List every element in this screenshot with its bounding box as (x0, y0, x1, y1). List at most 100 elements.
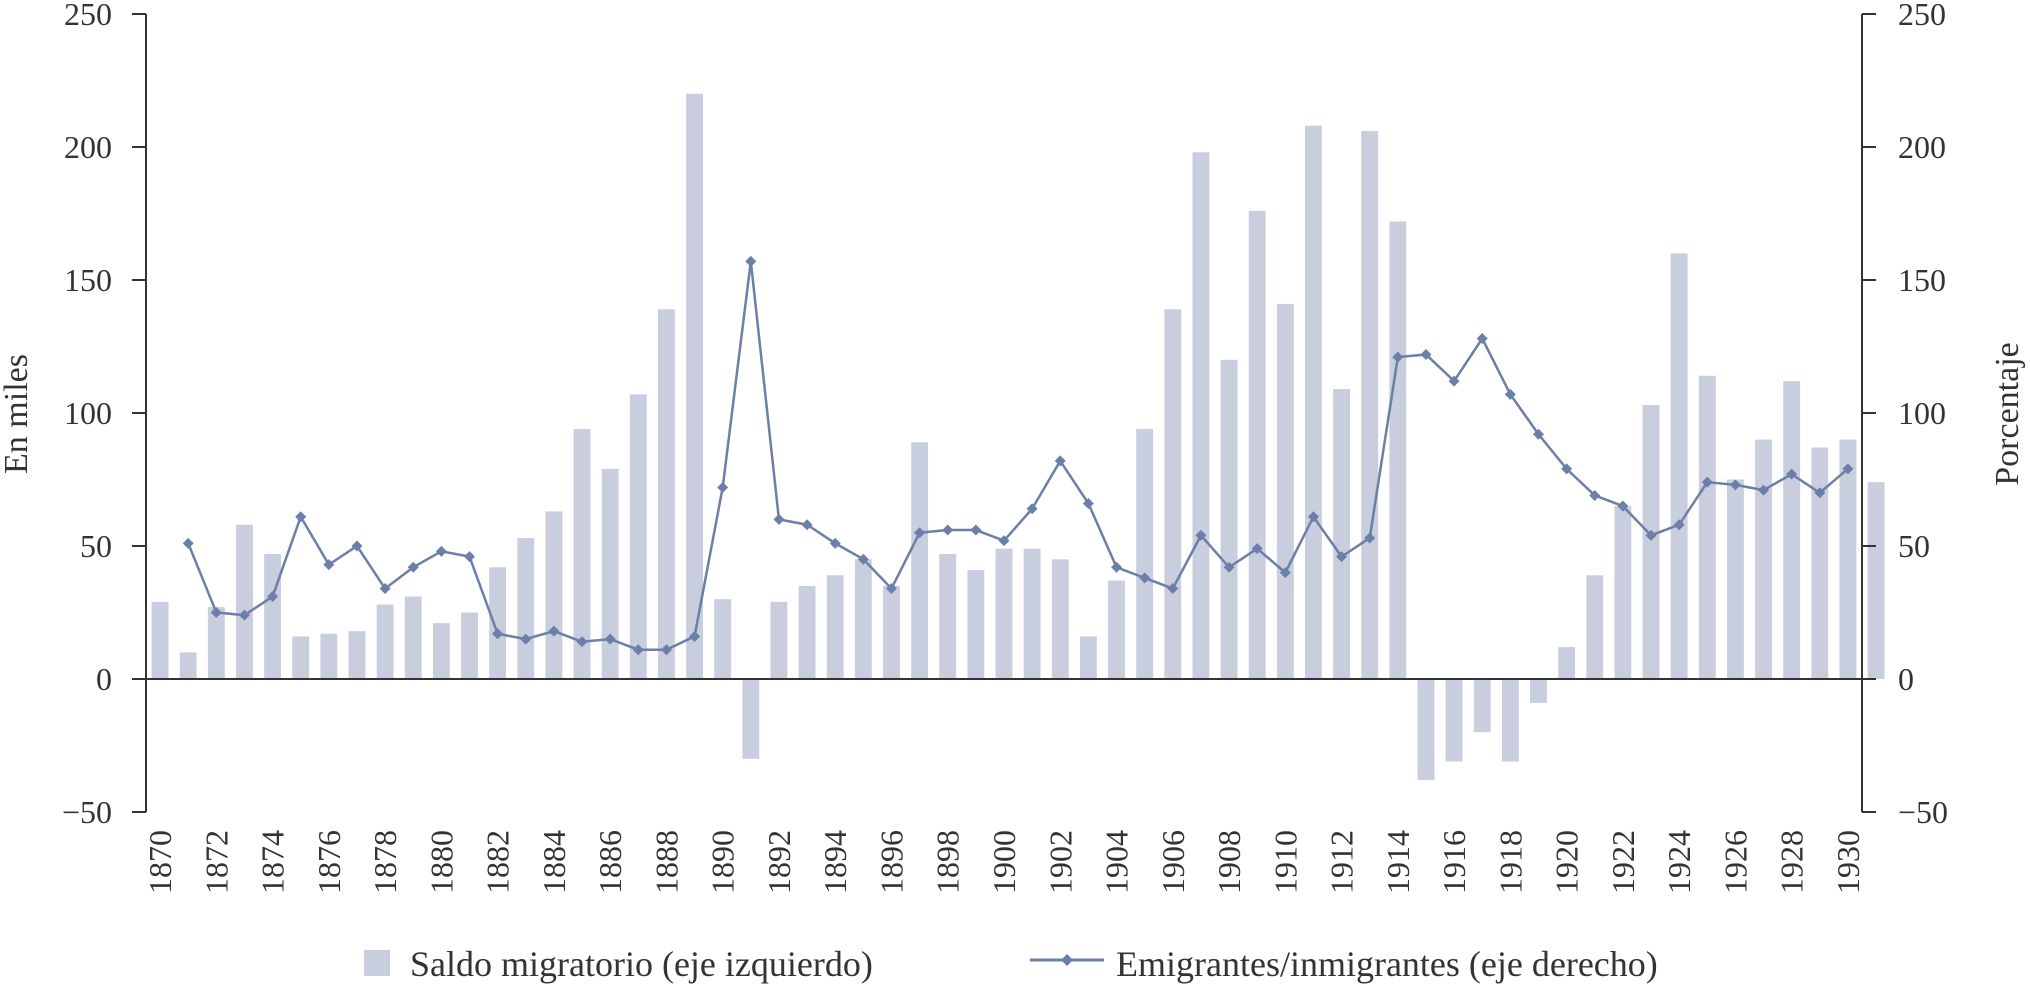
x-tick-label: 1872 (198, 830, 234, 894)
right-axis-tick-label: 100 (1898, 395, 1946, 431)
point-1872 (210, 607, 222, 618)
point-1893 (801, 519, 813, 531)
x-tick-label: 1874 (255, 830, 291, 894)
right-axis-tick-label: 200 (1898, 129, 1946, 165)
x-tick-label: 1894 (817, 830, 853, 894)
point-1898 (942, 524, 954, 536)
x-tick-label: 1880 (423, 830, 459, 894)
point-1873 (238, 609, 250, 621)
x-tick-label: 1892 (761, 830, 797, 894)
point-1902 (1054, 455, 1066, 467)
bar-1902 (1051, 559, 1069, 679)
point-1920 (1561, 463, 1573, 475)
right-axis-tick-label: 150 (1898, 262, 1946, 298)
point-1876 (323, 559, 335, 571)
right-axis-tick-label: 250 (1898, 0, 1946, 32)
x-tick-label: 1882 (480, 830, 516, 894)
right-axis-tick-label: 50 (1898, 528, 1930, 564)
point-1890 (717, 481, 729, 493)
x-axis: 1870 1872 1874 1876 1878 1880 1882 1884 1886 1888… (142, 830, 1866, 894)
bar-1907 (1192, 152, 1210, 679)
point-1877 (351, 540, 363, 552)
x-tick-label: 1922 (1605, 830, 1641, 894)
bar-1889 (686, 93, 703, 680)
bar-1895 (854, 559, 872, 679)
right-axis-tick-label: 0 (1898, 661, 1914, 697)
right-axis-tick-label: −50 (1898, 794, 1948, 830)
bar-1894 (826, 575, 844, 679)
point-1911 (1307, 511, 1319, 523)
point-1894 (829, 537, 841, 549)
line-series (182, 255, 1854, 656)
bar-1878 (376, 604, 394, 679)
legend-line-marker (1061, 954, 1073, 966)
x-tick-label: 1930 (1830, 830, 1866, 894)
point-1900 (998, 535, 1010, 547)
bar-1914 (1389, 221, 1407, 680)
point-1918 (1504, 388, 1516, 400)
point-1925 (1701, 476, 1713, 488)
left-axis-tick-label: 150 (64, 262, 112, 298)
left-axis-tick-label: 200 (64, 129, 112, 165)
point-1923 (1645, 529, 1657, 541)
point-1896 (885, 583, 897, 595)
x-tick-label: 1884 (536, 830, 572, 894)
x-tick-label: 1898 (930, 830, 966, 894)
bar-1872 (207, 607, 225, 679)
point-1906 (1167, 583, 1179, 595)
bar-1874 (264, 553, 282, 679)
bar-1912 (1333, 389, 1351, 679)
point-1881 (464, 551, 476, 563)
point-1927 (1758, 484, 1770, 496)
x-tick-label: 1896 (873, 830, 909, 894)
x-tick-label: 1914 (1380, 830, 1416, 894)
point-1879 (407, 561, 419, 573)
point-1891 (745, 255, 757, 267)
x-tick-label: 1904 (1099, 830, 1135, 894)
bar-1879 (404, 596, 422, 679)
point-1884 (548, 625, 560, 637)
bar-1927 (1755, 439, 1772, 679)
point-1887 (632, 644, 644, 656)
point-1914 (1392, 351, 1404, 363)
bar-1882 (489, 567, 507, 679)
bar-1928 (1783, 381, 1801, 679)
point-1912 (1336, 551, 1348, 563)
bar-1898 (939, 553, 957, 679)
bar-1900 (995, 548, 1013, 679)
point-1924 (1673, 519, 1685, 531)
bar-1873 (236, 524, 253, 679)
bar-1890 (714, 599, 732, 679)
point-1909 (1251, 543, 1263, 555)
bar-1905 (1136, 428, 1154, 679)
left-axis: −50 0 50 100 150 200 250 (62, 0, 147, 830)
bar-1903 (1079, 636, 1097, 679)
point-1889 (689, 630, 701, 642)
x-tick-label: 1878 (367, 830, 403, 894)
x-tick-label: 1910 (1267, 830, 1303, 894)
x-tick-label: 1900 (986, 830, 1022, 894)
point-1919 (1532, 428, 1544, 440)
bar-1904 (1108, 580, 1125, 679)
left-axis-title: En miles (0, 354, 35, 474)
point-1929 (1814, 487, 1826, 499)
bar-1880 (432, 623, 450, 679)
bar-1875 (292, 636, 310, 679)
bar-1911 (1305, 125, 1322, 680)
left-axis-tick-label: 100 (64, 395, 112, 431)
bar-1897 (911, 442, 929, 679)
left-axis-tick-label: −50 (62, 794, 112, 830)
bar-1906 (1164, 309, 1182, 679)
x-tick-label: 1886 (592, 830, 628, 894)
point-1922 (1617, 500, 1629, 512)
point-1882 (492, 628, 504, 640)
bar-1919 (1530, 679, 1547, 703)
x-tick-label: 1906 (1155, 830, 1191, 894)
point-1880 (435, 545, 447, 557)
bar-1916 (1445, 679, 1463, 762)
point-1907 (1195, 529, 1207, 541)
bar-1887 (629, 394, 647, 679)
bar-1910 (1276, 303, 1294, 679)
legend-bar-swatch (364, 950, 390, 976)
bar-1871 (179, 652, 197, 679)
